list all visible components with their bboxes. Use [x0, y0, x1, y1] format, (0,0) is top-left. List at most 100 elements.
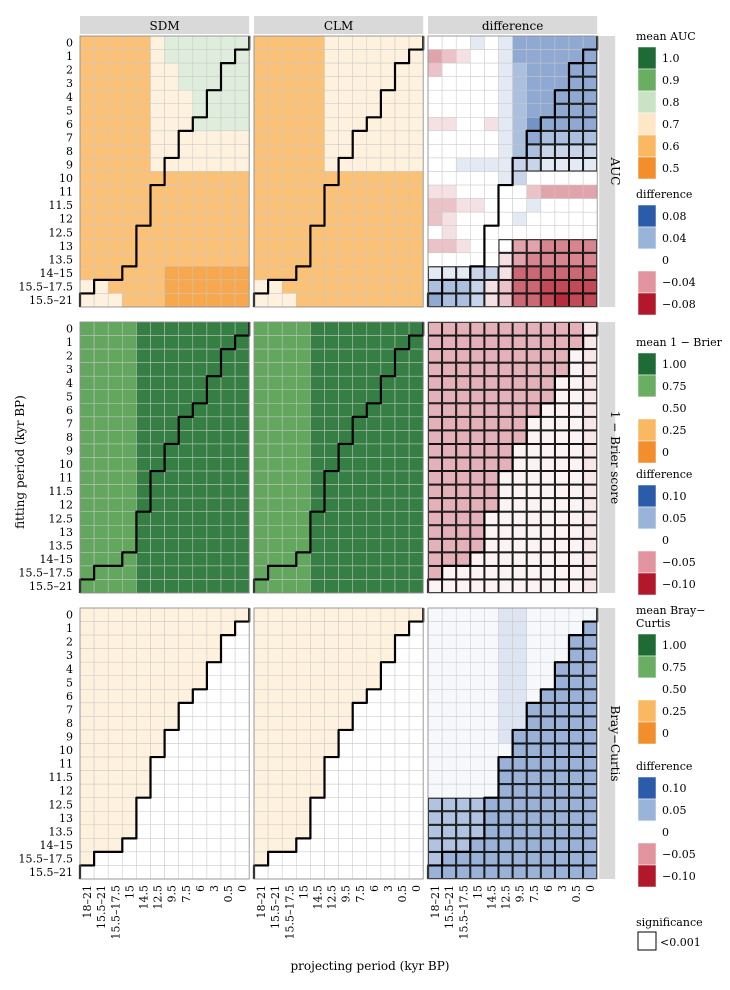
- heatmap-cell: [441, 335, 457, 350]
- heatmap-cell: [164, 157, 179, 172]
- heatmap-cell: [324, 538, 339, 553]
- heatmap-cell: [366, 538, 382, 553]
- significance-box: [526, 743, 541, 758]
- heatmap-cell: [455, 211, 471, 226]
- heatmap-cell: [582, 621, 598, 636]
- heatmap-cell: [540, 389, 556, 404]
- heatmap-cell: [512, 511, 527, 526]
- heatmap-cell: [366, 225, 382, 240]
- heatmap-cell: [394, 35, 410, 50]
- significance-box: [554, 538, 569, 553]
- heatmap-cell: [164, 851, 179, 866]
- heatmap-cell: [484, 335, 499, 350]
- heatmap-cell: [220, 675, 236, 690]
- heatmap-cell: [380, 716, 396, 731]
- heatmap-cell: [540, 416, 556, 431]
- heatmap-cell: [441, 743, 457, 758]
- heatmap-cell: [526, 525, 542, 540]
- heatmap-cell: [498, 279, 513, 294]
- heatmap-cell: [122, 579, 137, 594]
- heatmap-cell: [498, 511, 513, 526]
- heatmap-cell: [352, 293, 368, 308]
- heatmap-cell: [338, 225, 353, 240]
- heatmap-cell: [427, 89, 443, 104]
- heatmap-cell: [220, 621, 236, 636]
- heatmap-cell: [122, 375, 137, 391]
- legend-label: 0: [662, 727, 669, 740]
- y-tick-label: 1: [66, 622, 73, 635]
- heatmap-cell: [470, 35, 485, 50]
- heatmap-cell: [93, 729, 109, 744]
- heatmap-cell: [441, 103, 457, 118]
- heatmap-cell: [296, 716, 311, 731]
- heatmap-cell: [267, 770, 283, 785]
- heatmap-cell: [136, 579, 151, 594]
- heatmap-cell: [192, 144, 208, 159]
- heatmap-cell: [408, 362, 424, 377]
- significance-box: [569, 552, 584, 566]
- heatmap-cell: [281, 838, 297, 853]
- significance-box: [526, 239, 541, 253]
- significance-box: [512, 279, 527, 294]
- significance-box: [512, 252, 527, 267]
- heatmap-cell: [192, 321, 208, 336]
- heatmap-cell: [253, 171, 269, 186]
- heatmap-cell: [79, 716, 95, 731]
- legend-label: 0.25: [662, 424, 687, 437]
- heatmap-cell: [178, 579, 194, 594]
- significance-box: [470, 403, 485, 417]
- heatmap-cell: [310, 661, 325, 677]
- heatmap-cell: [310, 403, 325, 418]
- legend-title: mean 1 − Brier: [636, 336, 723, 349]
- heatmap-cell: [408, 266, 424, 281]
- significance-box: [484, 266, 499, 280]
- heatmap-cell: [582, 716, 598, 731]
- heatmap-cell: [338, 348, 353, 363]
- heatmap-cell: [150, 144, 165, 159]
- x-tick-label: 14.5: [137, 885, 150, 910]
- heatmap-cell: [441, 525, 457, 540]
- heatmap-cell: [554, 729, 570, 744]
- heatmap-cell: [470, 729, 485, 744]
- heatmap-cell: [540, 565, 556, 580]
- heatmap-cell: [394, 579, 410, 594]
- heatmap-cell: [582, 824, 598, 839]
- significance-box: [512, 565, 527, 580]
- heatmap-cell: [380, 675, 396, 690]
- heatmap-cell: [568, 157, 584, 172]
- heatmap-cell: [192, 76, 208, 91]
- heatmap-cell: [253, 634, 269, 649]
- significance-box: [540, 416, 555, 431]
- heatmap-cell: [206, 321, 222, 336]
- heatmap-cell: [380, 225, 396, 240]
- heatmap-cell: [568, 621, 584, 636]
- heatmap-cell: [136, 634, 151, 649]
- heatmap-cell: [122, 89, 137, 104]
- heatmap-cell: [568, 239, 584, 254]
- heatmap-cell: [366, 35, 382, 50]
- heatmap-cell: [164, 607, 179, 622]
- heatmap-cell: [352, 211, 368, 226]
- significance-box: [554, 157, 569, 172]
- significance-box: [583, 565, 598, 580]
- heatmap-cell: [107, 824, 123, 839]
- heatmap-cell: [455, 648, 471, 663]
- x-tick-label: 9.5: [166, 885, 179, 903]
- legend-title: significance: [636, 916, 703, 929]
- heatmap-cell: [267, 293, 283, 308]
- heatmap-cell: [136, 403, 151, 418]
- heatmap-cell: [122, 716, 137, 731]
- column-strip-label: difference: [482, 19, 544, 33]
- heatmap-cell: [512, 321, 527, 336]
- heatmap-cell: [310, 157, 325, 172]
- heatmap-cell: [107, 661, 123, 677]
- heatmap-cell: [366, 797, 382, 812]
- heatmap-cell: [107, 375, 123, 391]
- heatmap-cell: [310, 457, 325, 472]
- heatmap-cell: [455, 838, 471, 853]
- significance-box: [470, 416, 485, 431]
- heatmap-cell: [380, 552, 396, 567]
- significance-box: [526, 538, 541, 553]
- heatmap-cell: [220, 252, 236, 267]
- heatmap-cell: [455, 389, 471, 404]
